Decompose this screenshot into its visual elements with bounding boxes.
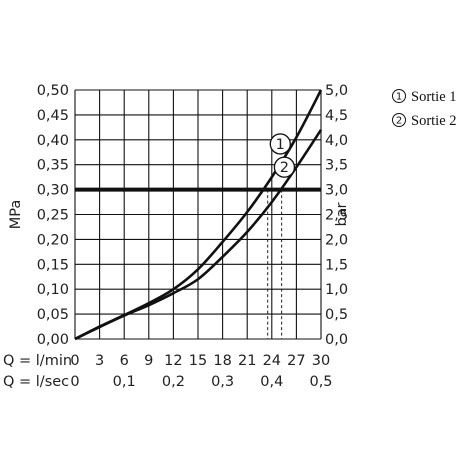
y-right-tick-label: 3,0 bbox=[325, 183, 348, 199]
x-lsec-tick-label: 0,4 bbox=[260, 374, 283, 390]
y-right-tick-label: 1,0 bbox=[325, 282, 348, 298]
y-left-tick-label: 0,40 bbox=[37, 133, 69, 149]
y-right-tick-label: 5,0 bbox=[325, 83, 348, 99]
y-left-tick-label: 0,45 bbox=[37, 108, 69, 124]
x-lmin-axis-title: Q = l/min bbox=[3, 353, 72, 369]
legend: 1 Sortie 1 2 Sortie 2 bbox=[392, 89, 457, 129]
x-lmin-tick-label: 21 bbox=[238, 353, 256, 369]
y-right-tick-label: 0,0 bbox=[325, 332, 348, 348]
y-left-tick-label: 0,30 bbox=[37, 183, 69, 199]
x-lsec-tick-label: 0,2 bbox=[162, 374, 185, 390]
y-right-tick-label: 2,5 bbox=[325, 208, 348, 224]
y-left-tick-label: 0,50 bbox=[37, 83, 69, 99]
x-lsec-tick-label: 0,5 bbox=[309, 374, 332, 390]
x-lmin-tick-label: 9 bbox=[144, 353, 153, 369]
legend-marker-label: 2 bbox=[396, 116, 402, 127]
series-line bbox=[74, 129, 323, 341]
x-lsec-tick-label: 0,3 bbox=[211, 374, 234, 390]
series-marker-label: 1 bbox=[276, 137, 285, 153]
x-lmin-tick-label: 24 bbox=[263, 353, 281, 369]
axis-labels: 0,000,050,100,150,200,250,300,350,400,45… bbox=[3, 83, 350, 390]
x-lsec-tick-label: 0,1 bbox=[113, 374, 136, 390]
y-right-tick-label: 3,5 bbox=[325, 158, 348, 174]
y-left-tick-label: 0,25 bbox=[37, 208, 69, 224]
legend-marker-circle bbox=[392, 113, 406, 127]
x-lmin-tick-label: 3 bbox=[95, 353, 104, 369]
grid-layer bbox=[74, 89, 322, 340]
y-left-tick-label: 0,05 bbox=[37, 307, 69, 323]
y-right-tick-label: 2,0 bbox=[325, 232, 348, 248]
y-right-tick-label: 4,5 bbox=[325, 108, 348, 124]
series-marker-circle bbox=[269, 133, 291, 155]
marker-layer: 12 bbox=[269, 133, 296, 178]
y-left-tick-label: 0,00 bbox=[37, 332, 69, 348]
y-left-tick-label: 0,35 bbox=[37, 158, 69, 174]
y-left-tick-label: 0,15 bbox=[37, 257, 69, 273]
y-right-tick-label: 1,5 bbox=[325, 257, 348, 273]
legend-entry: Sortie 2 bbox=[411, 113, 457, 129]
x-lmin-tick-label: 15 bbox=[189, 353, 207, 369]
legend-marker-label: 1 bbox=[396, 92, 402, 103]
y-right-tick-label: 4,0 bbox=[325, 133, 348, 149]
x-lmin-tick-label: 27 bbox=[287, 353, 305, 369]
series-marker-circle bbox=[273, 156, 296, 178]
legend-entry: Sortie 1 bbox=[411, 89, 457, 105]
x-lsec-axis-title: Q = l/sec bbox=[3, 374, 69, 390]
x-lmin-tick-label: 18 bbox=[213, 353, 231, 369]
x-lmin-tick-label: 30 bbox=[312, 353, 330, 369]
x-lsec-tick-label: 0 bbox=[70, 374, 79, 390]
drop-lines bbox=[267, 189, 283, 339]
series-marker-label: 2 bbox=[280, 160, 289, 176]
y-left-tick-label: 0,10 bbox=[37, 282, 69, 298]
x-lmin-tick-label: 0 bbox=[70, 353, 79, 369]
y-left-axis-title: MPa bbox=[8, 200, 24, 230]
y-left-tick-label: 0,20 bbox=[37, 232, 69, 248]
legend-marker-circle bbox=[392, 89, 406, 103]
y-right-axis-title: bar bbox=[334, 202, 350, 226]
y-right-tick-label: 0,5 bbox=[325, 307, 348, 323]
x-lmin-tick-label: 12 bbox=[164, 353, 182, 369]
x-lmin-tick-label: 6 bbox=[120, 353, 129, 369]
